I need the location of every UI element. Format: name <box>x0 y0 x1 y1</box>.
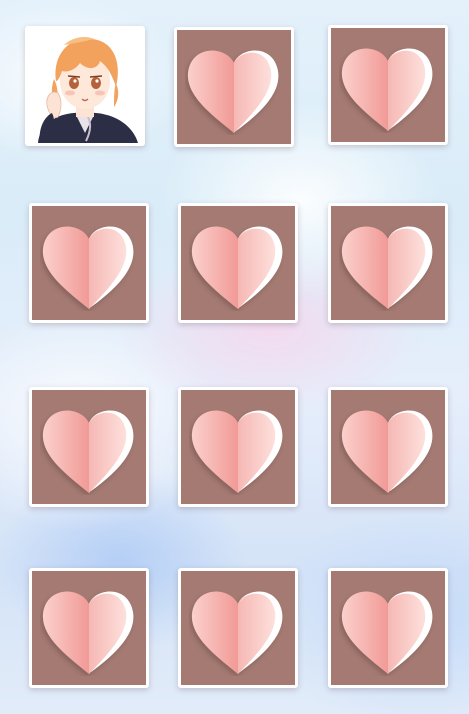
heart-icon <box>40 403 138 495</box>
heart-icon <box>189 403 287 495</box>
heart-icon <box>339 403 437 495</box>
card-8-face-down[interactable] <box>178 387 298 507</box>
card-11-face-down[interactable] <box>178 568 298 688</box>
card-9-face-down[interactable] <box>328 387 448 507</box>
card-2-face-down[interactable] <box>174 27 294 147</box>
heart-icon <box>339 41 437 133</box>
heart-icon <box>339 584 437 676</box>
heart-icon <box>189 219 287 311</box>
heart-icon <box>189 584 287 676</box>
heart-icon <box>185 43 283 135</box>
anime-boy-portrait-icon <box>28 29 142 143</box>
card-3-face-down[interactable] <box>328 25 448 145</box>
heart-icon <box>40 584 138 676</box>
card-4-face-down[interactable] <box>29 203 149 323</box>
card-6-face-down[interactable] <box>328 203 448 323</box>
card-5-face-down[interactable] <box>178 203 298 323</box>
card-1-face-up[interactable] <box>25 26 145 146</box>
card-10-face-down[interactable] <box>29 568 149 688</box>
card-12-face-down[interactable] <box>328 568 448 688</box>
heart-icon <box>40 219 138 311</box>
card-7-face-down[interactable] <box>29 387 149 507</box>
heart-icon <box>339 219 437 311</box>
